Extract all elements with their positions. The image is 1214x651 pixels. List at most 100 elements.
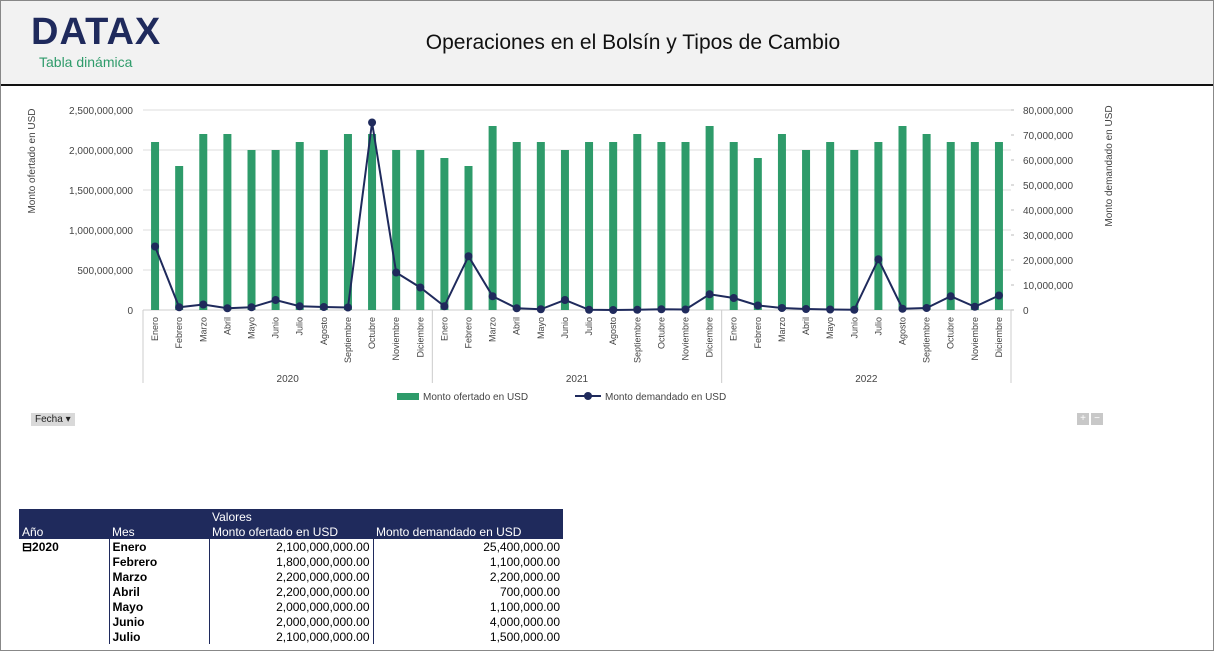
point — [319, 303, 328, 311]
bar — [681, 142, 690, 310]
filter-label: Fecha — [35, 414, 63, 425]
column-header: Año — [19, 524, 109, 539]
table-row: Julio 2,100,000,000.00 1,500,000.00 — [19, 629, 563, 644]
y2-tick-label: 70,000,000 — [1023, 131, 1073, 142]
year-cell — [19, 554, 109, 569]
bar — [536, 142, 545, 310]
x-tick-label: Noviembre — [681, 317, 691, 361]
x-tick-label: Octubre — [367, 317, 377, 349]
chart: 0 500,000,000 1,000,000,000 1,500,000,000 2,… — [27, 105, 1115, 403]
month-cell: Enero — [108, 539, 209, 554]
collapse-button[interactable]: − — [1091, 413, 1103, 425]
point — [560, 296, 569, 304]
value-cell: 1,100,000.00 — [372, 599, 563, 614]
group-label: 2022 — [855, 374, 878, 385]
point — [295, 302, 304, 311]
value-cell: 2,200,000,000.00 — [208, 584, 373, 599]
bar — [633, 134, 642, 310]
point — [729, 294, 738, 302]
point — [922, 304, 931, 312]
x-tick-label: Diciembre — [415, 317, 425, 358]
point — [681, 305, 690, 314]
x-tick-label: Agosto — [608, 317, 618, 345]
month-cell: Marzo — [108, 569, 209, 584]
header-cell — [19, 509, 109, 524]
y-tick-label: 2,500,000,000 — [69, 106, 133, 117]
header-row: Año Mes Monto ofertado en USD Monto demanda… — [19, 524, 563, 539]
point — [512, 304, 521, 313]
x-tick-label: Marzo — [488, 317, 498, 342]
point — [609, 306, 618, 314]
bar — [560, 150, 569, 310]
x-tick-label: Julio — [584, 317, 594, 336]
x-tick-label: Febrero — [174, 317, 184, 349]
header-cell — [109, 509, 209, 524]
point — [440, 302, 449, 311]
bar — [705, 126, 714, 310]
x-tick-label: Mayo — [247, 317, 257, 339]
value-cell: 700,000.00 — [372, 584, 563, 599]
value-cell: 2,000,000,000.00 — [208, 599, 373, 614]
point — [416, 283, 425, 292]
point — [368, 118, 377, 127]
x-tick-label: Marzo — [198, 317, 208, 342]
x-tick-label: Octubre — [656, 317, 666, 349]
bar — [319, 150, 328, 310]
y2-tick-label: 80,000,000 — [1023, 106, 1073, 117]
x-tick-label: Octubre — [946, 317, 956, 349]
point — [271, 296, 280, 304]
point — [199, 300, 208, 309]
table-row: Marzo 2,200,000,000.00 2,200,000.00 — [19, 569, 563, 584]
value-cell: 4,000,000.00 — [372, 614, 563, 629]
table-row: ⊟2020 Enero 2,100,000,000.00 25,400,000.00 — [19, 539, 563, 554]
legend-label: Monto demandado en USD — [605, 392, 726, 403]
bar — [343, 134, 352, 310]
bar — [223, 134, 232, 310]
table-row: Abril 2,200,000,000.00 700,000.00 — [19, 584, 563, 599]
bar — [777, 134, 786, 310]
y-tick-label: 1,000,000,000 — [69, 226, 133, 237]
x-tick-label: Mayo — [536, 317, 546, 339]
value-cell: 25,400,000.00 — [372, 539, 563, 554]
year-cell — [19, 584, 109, 599]
y2-tick-label: 20,000,000 — [1023, 256, 1073, 267]
month-cell: Julio — [108, 629, 209, 644]
header: DATAX Tabla dinámica Operaciones en el B… — [1, 1, 1213, 86]
x-tick-label: Noviembre — [391, 317, 401, 361]
x-tick-label: Julio — [295, 317, 305, 336]
bar — [585, 142, 594, 310]
year-cell — [19, 614, 109, 629]
x-tick-label: Enero — [729, 317, 739, 341]
bar — [922, 134, 931, 310]
x-tick-label: Junio — [271, 317, 281, 339]
logo: DATAX — [31, 11, 162, 53]
point — [898, 304, 907, 313]
x-tick-label: Agosto — [319, 317, 329, 345]
month-cell: Mayo — [108, 599, 209, 614]
month-cell: Abril — [108, 584, 209, 599]
bar — [464, 166, 473, 310]
legend-label: Monto ofertado en USD — [423, 392, 528, 403]
point — [392, 268, 401, 277]
x-tick-label: Enero — [150, 317, 160, 341]
x-tick-label: Abril — [801, 317, 811, 335]
bar — [440, 158, 449, 310]
value-cell: 2,100,000,000.00 — [208, 539, 373, 554]
bar — [416, 150, 425, 310]
y2-tick-label: 40,000,000 — [1023, 206, 1073, 217]
point — [536, 305, 545, 314]
column-header: Monto ofertado en USD — [209, 524, 373, 539]
point — [223, 304, 232, 313]
point — [151, 242, 160, 251]
bar — [199, 134, 208, 310]
point — [777, 304, 786, 312]
value-cell: 1,800,000,000.00 — [208, 554, 373, 569]
filter-button[interactable]: Fecha ▾ — [31, 413, 75, 426]
point — [488, 292, 497, 301]
expand-button[interactable]: + — [1077, 413, 1089, 425]
point — [946, 292, 955, 301]
x-tick-label: Febrero — [753, 317, 763, 349]
bar — [368, 134, 377, 310]
title: Operaciones en el Bolsín y Tipos de Camb… — [425, 31, 841, 54]
